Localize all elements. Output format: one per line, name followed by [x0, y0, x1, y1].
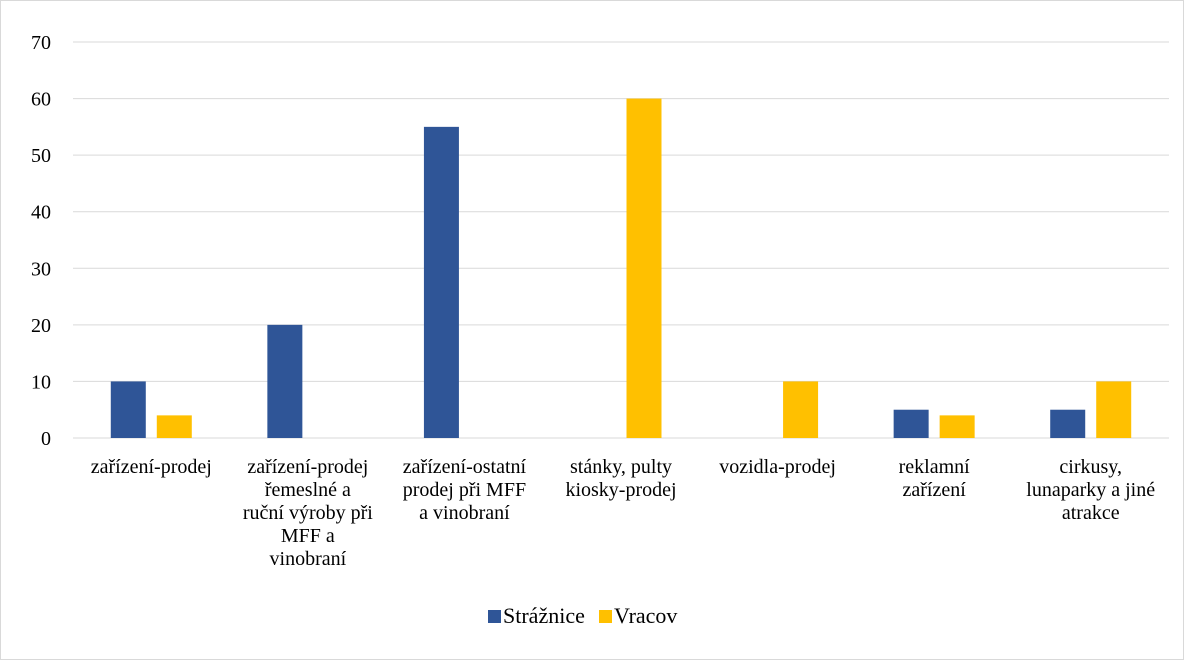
y-axis-ticks: 0 10 20 30 40 50 60 70: [31, 32, 51, 450]
bar-vracov-5: [939, 415, 975, 438]
x-category-label-line: zařízení: [903, 479, 967, 501]
x-category-label: zařízení-ostatní prodej při MFF a vinobran…: [403, 456, 527, 524]
x-category-label: zařízení-prodej řemeslné a ruční výroby př…: [243, 456, 373, 570]
x-category-label: reklamní zařízení: [899, 456, 971, 501]
gridlines: [73, 41, 1169, 439]
x-category-label-line: kiosky-prodej: [565, 479, 676, 501]
y-tick-label: 20: [31, 315, 51, 337]
y-tick-label: 70: [31, 32, 51, 54]
x-category-label-line: řemeslné a: [265, 479, 351, 501]
x-category-label-line: cirkusy,: [1059, 456, 1122, 478]
y-tick-label: 50: [31, 145, 51, 167]
y-tick-label: 30: [31, 258, 51, 280]
legend-label: Strážnice: [503, 603, 585, 628]
y-tick-label: 40: [31, 202, 51, 224]
x-axis-labels: zařízení-prodej zařízení-prodej řemeslné a…: [91, 456, 1155, 570]
y-tick-label: 10: [31, 371, 51, 393]
x-category-label-line: atrakce: [1062, 502, 1120, 524]
legend-swatch: [488, 610, 501, 623]
x-category-label-line: zařízení-prodej: [247, 456, 368, 478]
bar-vracov-3: [626, 98, 662, 439]
y-tick-label: 0: [41, 428, 51, 450]
x-category-label: vozidla-prodej: [719, 456, 836, 478]
x-category-label-line: prodej při MFF: [403, 479, 526, 501]
x-category-label: stánky, pulty kiosky-prodej: [565, 456, 676, 501]
x-category-label-line: stánky, pulty: [570, 456, 672, 478]
bar-vracov-0: [156, 415, 192, 438]
bars: [110, 98, 1132, 439]
bar-straznice-2: [423, 126, 459, 438]
x-category-label-line: ruční výroby při: [243, 502, 373, 524]
bar-straznice-1: [267, 324, 303, 438]
bar-vracov-6: [1096, 381, 1132, 438]
bar-vracov-4: [783, 381, 819, 438]
bar-straznice-5: [893, 409, 929, 438]
bar-straznice-0: [110, 381, 146, 438]
x-category-label-line: zařízení-prodej: [91, 456, 212, 478]
x-category-label-line: reklamní: [899, 456, 971, 478]
x-category-label-line: lunaparky a jiné: [1026, 479, 1155, 501]
x-category-label-line: MFF a: [281, 525, 335, 547]
legend-label: Vracov: [614, 603, 677, 628]
legend-swatch: [599, 610, 612, 623]
x-category-label-line: zařízení-ostatní: [403, 456, 527, 478]
x-category-label-line: vinobraní: [270, 548, 347, 570]
x-category-label: zařízení-prodej: [91, 456, 212, 478]
bar-straznice-6: [1050, 409, 1086, 438]
x-category-label-line: a vinobraní: [419, 502, 510, 524]
legend: Strážnice Vracov: [488, 603, 677, 628]
x-category-label-line: vozidla-prodej: [719, 456, 836, 478]
x-category-label: cirkusy, lunaparky a jiné atrakce: [1026, 456, 1155, 524]
y-tick-label: 60: [31, 89, 51, 111]
